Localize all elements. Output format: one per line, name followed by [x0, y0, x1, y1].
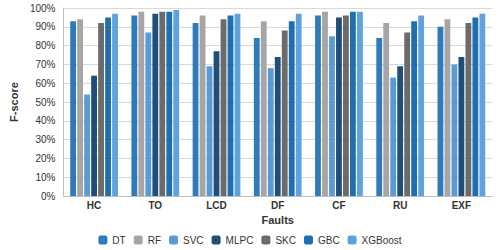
svg-text:CF: CF	[332, 200, 345, 211]
svg-text:60%: 60%	[35, 78, 55, 89]
svg-text:40%: 40%	[35, 115, 55, 126]
svg-text:90%: 90%	[35, 21, 55, 32]
svg-text:20%: 20%	[35, 153, 55, 164]
svg-text:F-score: F-score	[8, 82, 20, 122]
svg-text:GBC: GBC	[318, 235, 340, 246]
svg-text:MLPC: MLPC	[226, 235, 254, 246]
svg-text:80%: 80%	[35, 40, 55, 51]
svg-text:30%: 30%	[35, 134, 55, 145]
svg-text:DT: DT	[112, 235, 125, 246]
svg-text:HC: HC	[87, 200, 101, 211]
svg-text:RF: RF	[148, 235, 161, 246]
svg-text:DF: DF	[271, 200, 284, 211]
svg-text:SKC: SKC	[275, 235, 296, 246]
svg-text:70%: 70%	[35, 59, 55, 70]
svg-text:SVC: SVC	[183, 235, 204, 246]
svg-text:0%: 0%	[41, 191, 56, 202]
svg-text:XGBoost: XGBoost	[362, 235, 402, 246]
svg-text:10%: 10%	[35, 172, 55, 183]
svg-text:LCD: LCD	[206, 200, 227, 211]
svg-text:50%: 50%	[35, 97, 55, 108]
svg-text:TO: TO	[148, 200, 162, 211]
svg-text:EXF: EXF	[452, 200, 471, 211]
svg-text:100%: 100%	[30, 3, 56, 14]
svg-text:Faults: Faults	[262, 214, 294, 226]
svg-text:RU: RU	[393, 200, 407, 211]
